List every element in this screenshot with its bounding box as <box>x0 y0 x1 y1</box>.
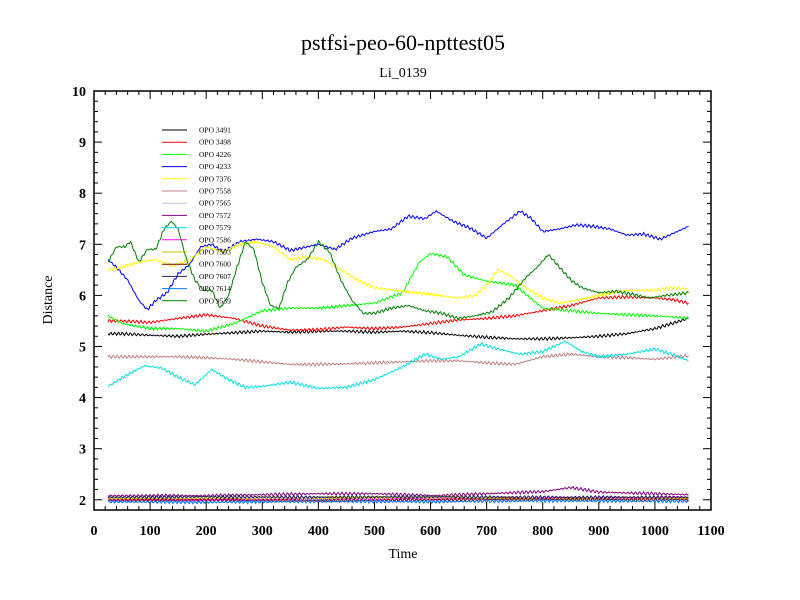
series-line-opo-3491 <box>107 317 689 342</box>
legend-label: OPO 7600 <box>199 260 231 269</box>
legend-label: OPO 4226 <box>199 150 231 159</box>
y-tick-label: 9 <box>79 136 86 151</box>
legend-label: OPO 7579 <box>199 223 231 232</box>
x-tick-label: 700 <box>476 524 497 539</box>
y-tick-label: 10 <box>72 85 86 100</box>
legend-label: OPO 9539 <box>199 296 231 305</box>
y-tick-label: 4 <box>79 392 86 407</box>
plot-frame <box>93 90 712 511</box>
legend-label: OPO 7614 <box>199 284 231 293</box>
chart-subtitle: Li_0139 <box>379 66 426 81</box>
series-line-opo-7376 <box>107 239 689 305</box>
legend-label: OPO 7565 <box>199 199 231 208</box>
legend-label: OPO 3491 <box>199 126 231 135</box>
x-tick-label: 0 <box>91 524 98 539</box>
x-tick-label: 900 <box>588 524 609 539</box>
legend-label: OPO 7586 <box>199 235 231 244</box>
series-line-opo-4226 <box>107 252 689 333</box>
chart-title: pstfsi-peo-60-npttest05 <box>301 30 505 55</box>
legend-label: OPO 7593 <box>199 248 231 257</box>
legend-label: OPO 3498 <box>199 138 231 147</box>
legend-label: OPO 7376 <box>199 174 231 183</box>
series-line-opo-7614 <box>107 498 689 505</box>
y-axis-label: Distance <box>41 276 56 325</box>
x-tick-label: 1000 <box>641 524 669 539</box>
x-axis-label: Time <box>388 547 417 562</box>
series-line-opo-7579 <box>107 340 689 390</box>
series-line-opo-7558 <box>107 352 689 367</box>
x-tick-label: 1100 <box>697 524 724 539</box>
x-tick-label: 800 <box>532 524 553 539</box>
x-tick-label: 300 <box>252 524 273 539</box>
legend-label: OPO 4233 <box>199 162 231 171</box>
x-tick-label: 500 <box>364 524 385 539</box>
series-line-opo-7607 <box>107 494 689 500</box>
y-tick-label: 2 <box>79 494 86 509</box>
y-tick-label: 8 <box>79 187 86 202</box>
legend-label: OPO 7572 <box>199 211 231 220</box>
x-tick-label: 100 <box>140 524 161 539</box>
y-tick-label: 3 <box>79 443 86 458</box>
x-tick-label: 400 <box>308 524 329 539</box>
x-tick-label: 600 <box>420 524 441 539</box>
y-tick-label: 6 <box>79 289 86 304</box>
x-tick-label: 200 <box>196 524 217 539</box>
y-tick-label: 5 <box>79 340 86 355</box>
series-line-opo-9539 <box>107 220 689 321</box>
legend: OPO 3491 OPO 3498 OPO 4226 OPO 4233 OPO 7376… <box>162 126 231 305</box>
series-layer <box>107 209 689 505</box>
axes-layer: 0 100 200 300 400 500 600 700 800 900 1000 1100 2 3 4 5… <box>72 85 725 539</box>
legend-label: OPO 7607 <box>199 272 231 281</box>
legend-label: OPO 7558 <box>199 187 231 196</box>
series-line-opo-3498 <box>107 294 689 333</box>
series-line-opo-4233 <box>107 209 689 311</box>
y-tick-label: 7 <box>79 238 86 253</box>
